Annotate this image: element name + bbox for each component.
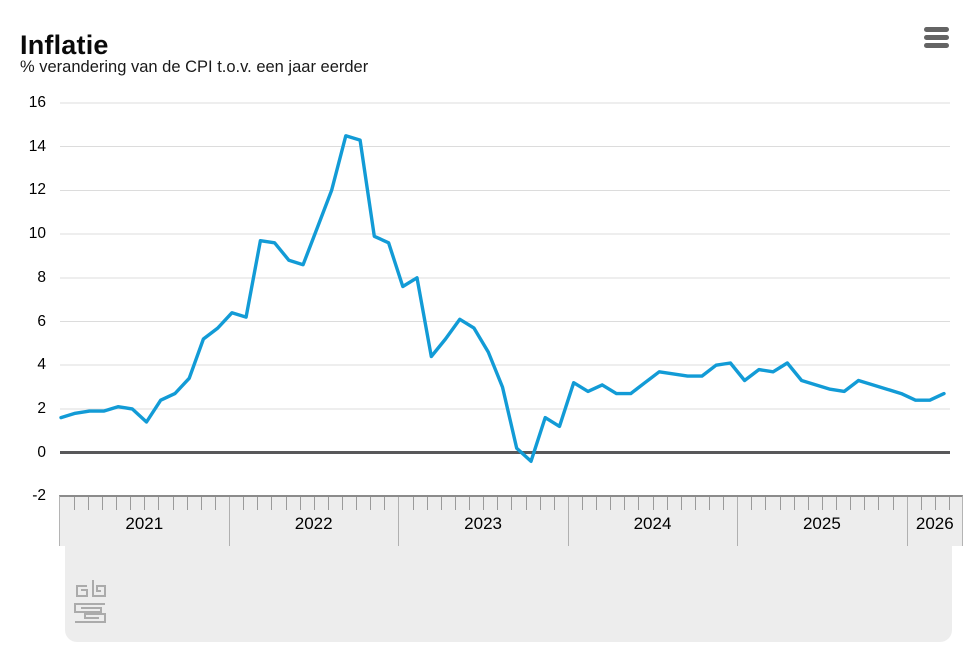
year-boundary-tick [737, 497, 739, 546]
year-label: 2024 [633, 514, 672, 533]
month-tick [426, 497, 428, 510]
month-tick [214, 497, 216, 510]
year-boundary-tick [906, 497, 908, 546]
inflation-series-line [59, 134, 946, 463]
year-label: 2025 [802, 514, 841, 533]
month-tick [878, 497, 880, 510]
month-tick [87, 497, 89, 510]
hamburger-menu-icon [916, 26, 956, 48]
month-tick [73, 497, 75, 510]
year-label: 2022 [294, 514, 333, 533]
month-tick [934, 497, 936, 510]
month-tick [116, 497, 118, 510]
inflation-line-chart [59, 102, 950, 463]
month-tick [864, 497, 866, 510]
month-tick [313, 497, 315, 510]
month-tick [511, 497, 513, 510]
month-tick [920, 497, 922, 510]
month-tick [271, 497, 273, 510]
year-label: 2026 [915, 514, 954, 533]
year-label: 2023 [464, 514, 502, 533]
month-tick [356, 497, 358, 510]
year-boundary-tick [229, 497, 230, 546]
month-tick [257, 497, 259, 510]
month-tick [299, 497, 301, 510]
month-tick [186, 497, 188, 510]
month-tick [341, 497, 343, 510]
y-axis-label: 14 [28, 137, 46, 155]
footer-panel [65, 546, 952, 642]
y-axis-label: 0 [37, 443, 46, 461]
month-tick [779, 497, 781, 510]
timeline-axis[interactable] [59, 495, 963, 546]
month-tick [694, 497, 696, 510]
month-tick [454, 497, 456, 510]
month-tick [709, 497, 710, 510]
month-tick [949, 497, 950, 510]
month-tick [497, 497, 499, 510]
year-boundary-tick [398, 497, 400, 546]
month-tick [680, 497, 682, 510]
month-tick [130, 497, 132, 510]
year-boundary-tick [567, 497, 569, 546]
y-axis-label: 10 [28, 225, 46, 243]
chart-menu-button[interactable] [916, 20, 956, 54]
month-tick [638, 497, 640, 510]
month-tick [581, 497, 583, 510]
month-tick [624, 497, 626, 510]
month-tick [821, 497, 823, 510]
month-tick [144, 497, 146, 510]
month-tick [412, 497, 414, 510]
month-tick [539, 497, 541, 510]
month-tick [652, 497, 654, 510]
month-tick [440, 497, 442, 510]
y-axis-label: -2 [32, 487, 46, 505]
month-tick [102, 497, 103, 510]
y-axis-label: 4 [37, 356, 46, 374]
chart-subtitle: % verandering van de CPI t.o.v. een jaar… [20, 58, 369, 76]
page-title: Inflatie [20, 30, 109, 61]
month-tick [327, 497, 329, 510]
month-tick [525, 497, 527, 510]
y-axis-label: 12 [28, 181, 46, 199]
month-tick [384, 497, 386, 510]
y-axis-label: 6 [37, 312, 46, 330]
month-tick [469, 497, 470, 510]
month-tick [200, 497, 202, 510]
month-tick [596, 497, 597, 510]
month-tick [483, 497, 485, 510]
year-label: 2021 [125, 514, 164, 533]
month-tick [892, 497, 894, 510]
month-tick [751, 497, 753, 510]
month-tick [370, 497, 372, 510]
month-tick [807, 497, 809, 510]
month-tick [723, 497, 725, 510]
month-tick [172, 497, 174, 510]
cbs-logo [74, 580, 106, 623]
month-tick [553, 497, 555, 510]
month-tick [285, 497, 287, 510]
month-tick [610, 497, 612, 510]
month-tick [666, 497, 668, 510]
month-tick [243, 497, 245, 510]
chart-plot-area: 16 14 12 10 8 6 4 2 0 -2 [28, 94, 950, 504]
y-axis-label: 2 [37, 399, 46, 417]
month-tick [793, 497, 795, 510]
y-axis-label: 16 [28, 94, 46, 111]
month-tick [765, 497, 767, 510]
month-tick [836, 497, 837, 510]
month-tick [850, 497, 852, 510]
y-axis-label: 8 [37, 268, 46, 286]
month-tick [158, 497, 160, 510]
